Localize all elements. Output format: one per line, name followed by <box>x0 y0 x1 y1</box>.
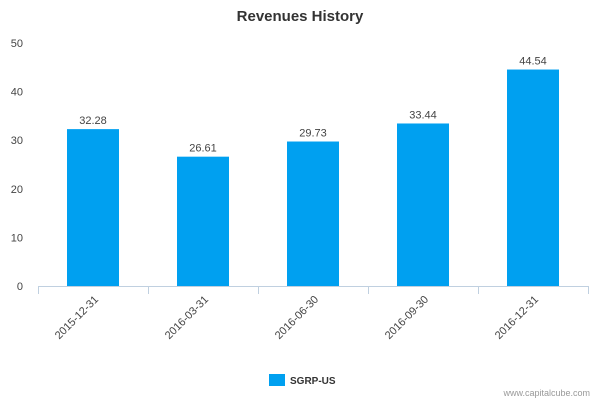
legend[interactable]: SGRP-US <box>269 374 336 387</box>
y-tick-label: 50 <box>11 38 23 50</box>
bar-value-label: 29.73 <box>299 128 327 140</box>
x-tick-label: 2016-09-30 <box>383 294 431 342</box>
y-tick-label: 20 <box>11 184 23 196</box>
bar-value-label: 32.28 <box>79 115 107 127</box>
x-tick-label: 2016-03-31 <box>163 294 211 342</box>
x-tick-label: 2015-12-31 <box>53 294 101 342</box>
bar-2015-12-31[interactable] <box>67 129 119 286</box>
bar-value-label: 33.44 <box>409 109 437 121</box>
bar-2016-12-31[interactable] <box>507 69 559 286</box>
x-tick-label: 2016-12-31 <box>493 294 541 342</box>
bar-2016-09-30[interactable] <box>397 123 449 286</box>
y-tick-label: 40 <box>11 87 23 99</box>
bar-2016-06-30[interactable] <box>287 141 339 286</box>
x-axis: 2015-12-31 2016-03-31 2016-06-30 2016-09-30… <box>38 286 589 342</box>
bar-value-label: 26.61 <box>189 143 217 155</box>
y-tick-label: 10 <box>11 232 23 244</box>
chart-title: Revenues History <box>237 8 364 25</box>
y-axis: 0 10 20 30 40 50 <box>11 38 23 293</box>
bar-2016-03-31[interactable] <box>177 156 229 286</box>
bar-value-label: 44.54 <box>519 56 547 68</box>
x-tick-label: 2016-06-30 <box>273 294 321 342</box>
legend-label: SGRP-US <box>290 376 336 387</box>
legend-swatch <box>269 374 285 386</box>
credit-text: www.capitalcube.com <box>502 388 590 398</box>
bar-series: 32.28 26.61 29.73 33.44 44.54 <box>67 56 559 286</box>
y-tick-label: 30 <box>11 135 23 147</box>
y-tick-label: 0 <box>17 281 23 293</box>
